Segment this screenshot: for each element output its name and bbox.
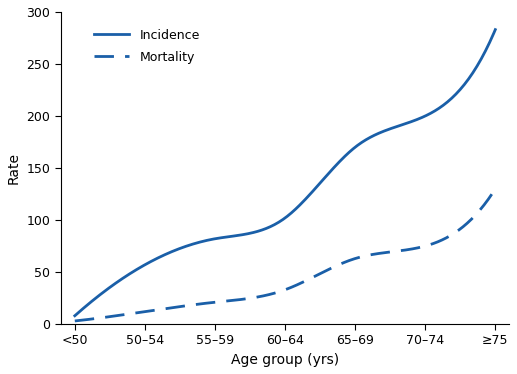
Mortality xyxy=(321,270,327,274)
Legend: Incidence, Mortality: Incidence, Mortality xyxy=(89,24,205,69)
Incidence xyxy=(73,312,79,317)
Incidence xyxy=(322,175,328,180)
Incidence xyxy=(72,313,78,318)
Mortality xyxy=(73,319,79,323)
Line: Incidence: Incidence xyxy=(75,30,495,316)
Incidence xyxy=(321,177,327,181)
Y-axis label: Rate: Rate xyxy=(7,152,21,184)
Mortality xyxy=(322,269,328,273)
Mortality xyxy=(492,187,498,191)
Mortality xyxy=(72,319,78,323)
Incidence xyxy=(329,167,335,172)
Mortality xyxy=(329,266,335,270)
Incidence xyxy=(426,112,432,116)
X-axis label: Age group (yrs): Age group (yrs) xyxy=(231,353,339,367)
Incidence xyxy=(453,92,459,96)
Mortality xyxy=(426,243,432,247)
Line: Mortality: Mortality xyxy=(75,189,495,321)
Mortality xyxy=(453,230,459,234)
Incidence xyxy=(492,27,498,32)
